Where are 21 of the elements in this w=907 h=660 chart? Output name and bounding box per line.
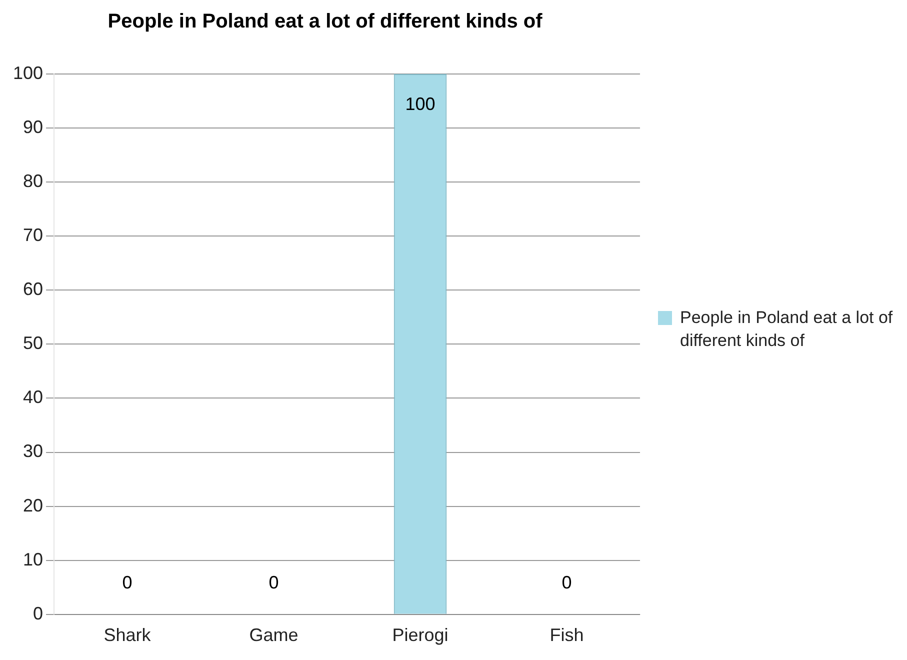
x-tick-label: Fish: [550, 625, 584, 646]
data-label: 0: [268, 572, 279, 592]
y-tick-label: 30: [23, 441, 44, 462]
data-label: 0: [562, 572, 572, 592]
y-tick-label: 20: [23, 495, 44, 516]
y-tick-label: 90: [23, 117, 44, 138]
data-label: 0: [122, 572, 132, 592]
x-tick-label: Shark: [104, 625, 152, 646]
legend-label: People in Poland eat a lot of different kinds of: [680, 307, 894, 352]
y-tick-label: 100: [12, 62, 44, 83]
x-tick-label: Pierogi: [392, 625, 448, 646]
y-tick-label: 0: [33, 603, 44, 624]
y-tick-label: 50: [23, 333, 44, 354]
y-tick-label: 60: [23, 279, 44, 300]
data-label: 100: [405, 94, 436, 114]
chart-title: People in Poland eat a lot of different kinds of: [108, 10, 543, 33]
y-tick-label: 70: [23, 225, 44, 246]
y-tick-label: 40: [23, 387, 44, 408]
x-tick-label: Game: [249, 625, 298, 646]
y-tick-label: 80: [23, 171, 44, 192]
y-tick-label: 10: [23, 549, 44, 570]
